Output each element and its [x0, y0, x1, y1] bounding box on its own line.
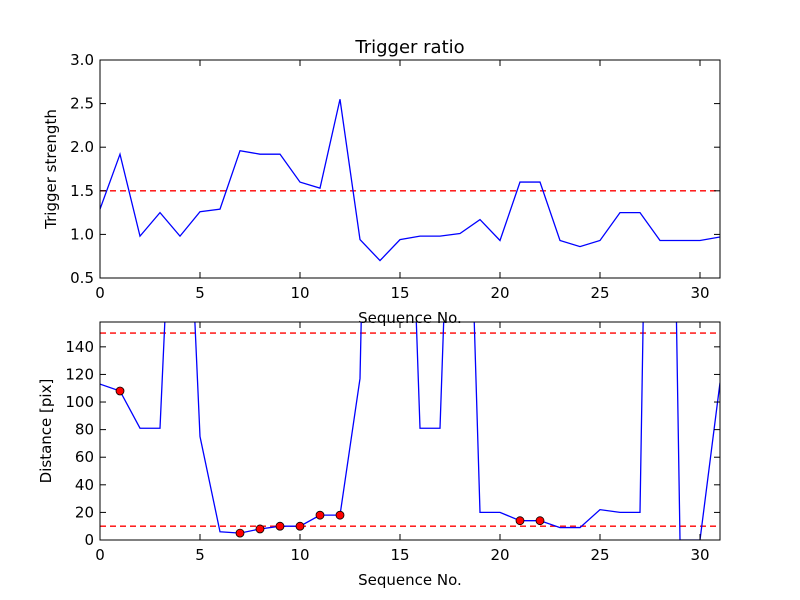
y-axis-label: Trigger strength	[42, 109, 60, 230]
y-tick-label: 40	[75, 476, 94, 494]
highlighted-point	[275, 521, 285, 531]
y-tick-label: 80	[75, 421, 94, 439]
x-tick-label: 30	[690, 284, 709, 302]
x-tick-label: 20	[490, 284, 509, 302]
highlighted-point	[255, 524, 265, 534]
x-tick-label: 5	[195, 546, 205, 564]
highlighted-point	[535, 516, 545, 526]
x-tick-label: 15	[390, 546, 409, 564]
y-tick-label: 0.5	[70, 269, 94, 287]
y-tick-label: 100	[65, 393, 94, 411]
x-axis-label: Sequence No.	[358, 309, 462, 327]
highlighted-point	[515, 516, 525, 526]
y-tick-label: 140	[65, 338, 94, 356]
x-tick-label: 0	[95, 546, 105, 564]
y-tick-label: 1.0	[70, 225, 94, 243]
x-tick-label: 10	[290, 546, 309, 564]
x-tick-label: 5	[195, 284, 205, 302]
x-tick-label: 30	[690, 546, 709, 564]
axes-frame	[99, 59, 721, 279]
x-tick-label: 25	[590, 546, 609, 564]
x-tick-label: 25	[590, 284, 609, 302]
x-tick-label: 0	[95, 284, 105, 302]
plot-content	[100, 322, 720, 540]
y-tick-label: 2.5	[70, 95, 94, 113]
y-tick-label: 120	[65, 365, 94, 383]
y-tick-label: 60	[75, 448, 94, 466]
highlighted-point	[335, 510, 345, 520]
y-tick-label: 20	[75, 503, 94, 521]
y-tick-label: 1.5	[70, 182, 94, 200]
plot-area-trigger-ratio: 0 5 10 15 20 25 30 0.5 1.0 1.5 2.0 2.5 3.0	[70, 51, 721, 302]
y-tick-label: 2.0	[70, 138, 94, 156]
y-tick-label: 0	[84, 531, 94, 549]
highlighted-point	[315, 510, 325, 520]
x-tick-label: 20	[490, 546, 509, 564]
highlighted-point	[115, 386, 125, 396]
x-axis-label: Sequence No.	[358, 571, 462, 589]
axes-frame	[99, 321, 721, 541]
highlighted-point	[235, 528, 245, 538]
chart-title: Trigger ratio	[354, 37, 464, 58]
y-axis-label: Distance [pix]	[37, 379, 55, 484]
x-tick-label: 15	[390, 284, 409, 302]
series-line	[100, 99, 720, 262]
distance-chart: 0 5 10 15 20 25 30 0 20 40 60 80 100 120 140 Sequence …	[37, 321, 721, 589]
trigger-ratio-chart: Trigger ratio 0 5 10 15 20 25 30 0.5 1.0 1.5 2.0 2.…	[42, 37, 721, 327]
series-line	[100, 322, 720, 540]
plot-area-distance: 0 5 10 15 20 25 30 0 20 40 60 80 100 120 140	[65, 321, 721, 564]
highlighted-point	[295, 521, 305, 531]
x-tick-label: 10	[290, 284, 309, 302]
plot-content	[100, 99, 720, 262]
y-tick-label: 3.0	[70, 51, 94, 69]
